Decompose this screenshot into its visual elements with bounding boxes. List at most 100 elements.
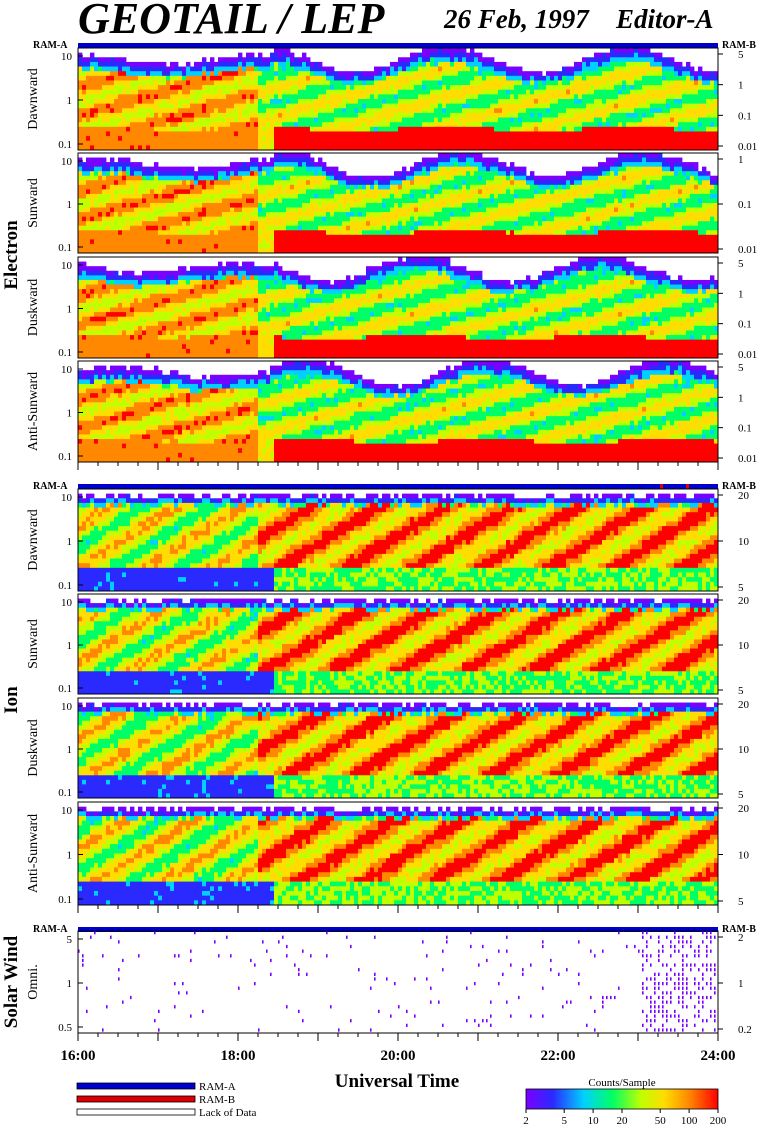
heatmap-cell xyxy=(118,167,122,172)
heatmap-cell xyxy=(90,217,94,222)
heatmap-cell xyxy=(466,141,470,146)
heatmap-cell xyxy=(106,221,110,226)
heatmap-cell xyxy=(334,230,338,235)
heatmap-cell xyxy=(642,118,646,123)
heatmap-cell xyxy=(614,131,618,136)
heatmap-cell xyxy=(126,208,130,213)
heatmap-cell xyxy=(450,57,454,62)
heatmap-cell xyxy=(498,104,502,109)
heatmap-cell xyxy=(86,141,90,146)
heatmap-cell xyxy=(274,57,278,62)
heatmap-cell xyxy=(398,203,402,208)
heatmap-cell xyxy=(298,176,302,181)
heatmap-cell xyxy=(210,212,214,217)
heatmap-cell xyxy=(158,94,162,99)
heatmap-cell xyxy=(582,136,586,141)
heatmap-cell xyxy=(154,62,158,67)
heatmap-cell xyxy=(702,122,706,127)
heatmap-cell xyxy=(182,226,186,231)
heatmap-cell xyxy=(138,108,142,113)
heatmap-cell xyxy=(86,171,90,176)
heatmap-cell xyxy=(270,67,274,72)
heatmap-cell xyxy=(678,108,682,113)
heatmap-cell xyxy=(162,94,166,99)
heatmap-cell xyxy=(434,48,438,53)
heatmap-cell xyxy=(122,104,126,109)
heatmap-cell xyxy=(82,212,86,217)
heatmap-cell xyxy=(94,141,98,146)
heatmap-cell xyxy=(434,118,438,123)
heatmap-cell xyxy=(254,185,258,190)
heatmap-cell xyxy=(270,131,274,136)
heatmap-cell xyxy=(290,85,294,90)
heatmap-cell xyxy=(610,131,614,136)
heatmap-cell xyxy=(498,76,502,81)
heatmap-cell xyxy=(534,122,538,127)
heatmap-cell xyxy=(198,131,202,136)
heatmap-cell xyxy=(654,136,658,141)
heatmap-cell xyxy=(430,62,434,67)
heatmap-cell xyxy=(674,80,678,85)
heatmap-cell xyxy=(306,153,310,158)
heatmap-cell xyxy=(78,80,82,85)
heatmap-cell xyxy=(106,208,110,213)
heatmap-cell xyxy=(362,244,366,249)
heatmap-cell xyxy=(646,71,650,76)
heatmap-cell xyxy=(542,85,546,90)
heatmap-cell xyxy=(94,235,98,240)
heatmap-cell xyxy=(242,118,246,123)
heatmap-cell xyxy=(162,171,166,176)
heatmap-cell xyxy=(182,113,186,118)
heatmap-cell xyxy=(242,203,246,208)
heatmap-cell xyxy=(258,131,262,136)
heatmap-cell xyxy=(382,194,386,199)
heatmap-cell xyxy=(230,167,234,172)
heatmap-cell xyxy=(474,141,478,146)
heatmap-cell xyxy=(158,141,162,146)
heatmap-cell xyxy=(546,80,550,85)
heatmap-cell xyxy=(226,244,230,249)
heatmap-cell xyxy=(294,194,298,199)
heatmap-cell xyxy=(178,94,182,99)
heatmap-cell xyxy=(594,122,598,127)
heatmap-cell xyxy=(286,221,290,226)
heatmap-cell xyxy=(126,141,130,146)
heatmap-cell xyxy=(274,212,278,217)
heatmap-cell xyxy=(306,239,310,244)
heatmap-cell xyxy=(210,57,214,62)
heatmap-cell xyxy=(502,76,506,81)
heatmap-cell xyxy=(118,180,122,185)
heatmap-cell xyxy=(270,127,274,132)
heatmap-cell xyxy=(202,113,206,118)
heatmap-cell xyxy=(502,122,506,127)
heatmap-cell xyxy=(266,221,270,226)
heatmap-cell xyxy=(126,90,130,95)
heatmap-cell xyxy=(450,71,454,76)
heatmap-cell xyxy=(286,57,290,62)
heatmap-cell xyxy=(194,176,198,181)
heatmap-cell xyxy=(414,185,418,190)
heatmap-cell xyxy=(586,76,590,81)
heatmap-cell xyxy=(450,67,454,72)
heatmap-cell xyxy=(266,203,270,208)
heatmap-cell xyxy=(438,62,442,67)
heatmap-cell xyxy=(646,62,650,67)
heatmap-cell xyxy=(250,67,254,72)
heatmap-cell xyxy=(194,239,198,244)
heatmap-cell xyxy=(662,122,666,127)
heatmap-cell xyxy=(338,122,342,127)
heatmap-cell xyxy=(638,141,642,146)
heatmap-cell xyxy=(326,108,330,113)
heatmap-cell xyxy=(118,67,122,72)
heatmap-cell xyxy=(306,108,310,113)
heatmap-cell xyxy=(210,141,214,146)
heatmap-cell xyxy=(514,80,518,85)
heatmap-cell xyxy=(182,118,186,123)
heatmap-cell xyxy=(202,203,206,208)
heatmap-cell xyxy=(446,212,450,217)
figure-editor: Editor-A xyxy=(615,4,714,34)
heatmap-cell xyxy=(138,141,142,146)
heatmap-cell xyxy=(134,94,138,99)
heatmap-cell xyxy=(478,141,482,146)
